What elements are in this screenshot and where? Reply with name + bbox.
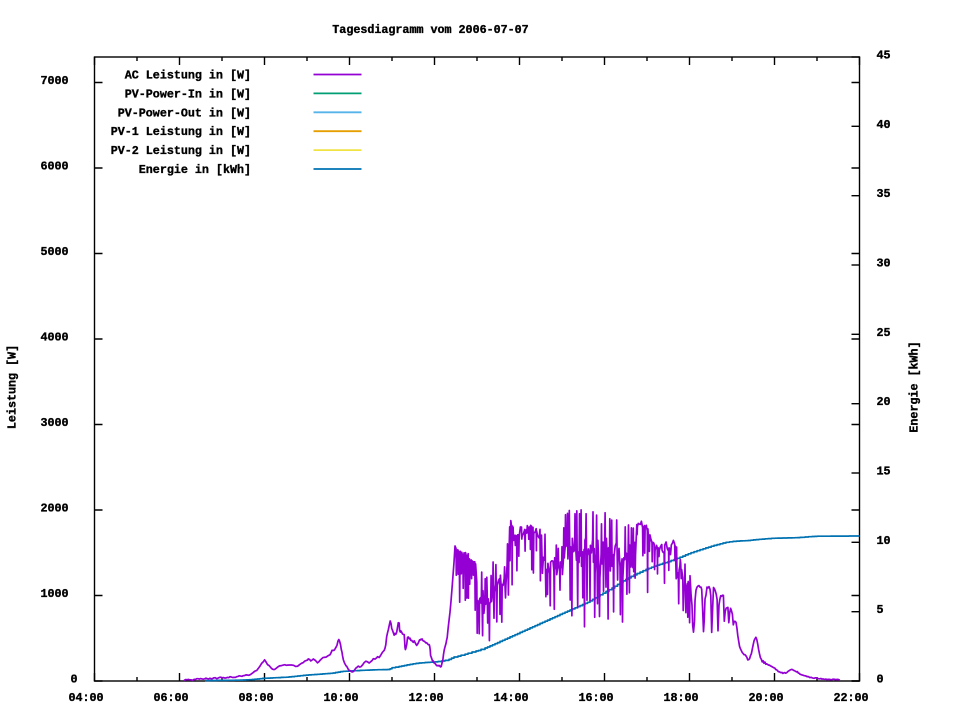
svg-text:3000: 3000 (40, 416, 68, 430)
svg-text:35: 35 (877, 187, 891, 201)
svg-text:7000: 7000 (40, 74, 68, 88)
svg-text:Energie in [kWh]: Energie in [kWh] (139, 163, 251, 177)
svg-text:4000: 4000 (40, 331, 68, 345)
svg-text:10: 10 (877, 534, 891, 548)
svg-text:04:00: 04:00 (68, 691, 103, 705)
svg-text:Energie [kWh]: Energie [kWh] (908, 341, 922, 432)
svg-text:Leistung [W]: Leistung [W] (6, 345, 20, 429)
svg-text:30: 30 (877, 257, 891, 271)
svg-text:6000: 6000 (40, 160, 68, 174)
svg-text:2000: 2000 (40, 502, 68, 516)
svg-text:AC Leistung in [W]: AC Leistung in [W] (125, 69, 251, 83)
svg-text:1000: 1000 (40, 587, 68, 601)
svg-text:14:00: 14:00 (493, 691, 528, 705)
svg-text:PV-Power-In in [W]: PV-Power-In in [W] (125, 87, 251, 101)
svg-text:20:00: 20:00 (748, 691, 783, 705)
svg-text:15: 15 (877, 465, 891, 479)
svg-text:40: 40 (877, 118, 891, 132)
svg-text:12:00: 12:00 (408, 691, 443, 705)
svg-text:5000: 5000 (40, 245, 68, 259)
svg-text:0: 0 (877, 673, 884, 687)
svg-text:Tagesdiagramm vom 2006-07-07: Tagesdiagramm vom 2006-07-07 (332, 23, 528, 37)
svg-text:45: 45 (877, 49, 891, 63)
svg-text:20: 20 (877, 395, 891, 409)
svg-text:18:00: 18:00 (663, 691, 698, 705)
svg-text:06:00: 06:00 (153, 691, 188, 705)
svg-text:22:00: 22:00 (833, 691, 868, 705)
svg-text:PV-Power-Out in [W]: PV-Power-Out in [W] (118, 106, 251, 120)
svg-text:08:00: 08:00 (238, 691, 273, 705)
svg-text:5: 5 (877, 603, 884, 617)
svg-text:10:00: 10:00 (323, 691, 358, 705)
svg-text:PV-2 Leistung in [W]: PV-2 Leistung in [W] (111, 144, 251, 158)
svg-text:0: 0 (70, 673, 77, 687)
svg-text:16:00: 16:00 (578, 691, 613, 705)
svg-text:PV-1 Leistung in [W]: PV-1 Leistung in [W] (111, 125, 251, 139)
svg-text:25: 25 (877, 326, 891, 340)
